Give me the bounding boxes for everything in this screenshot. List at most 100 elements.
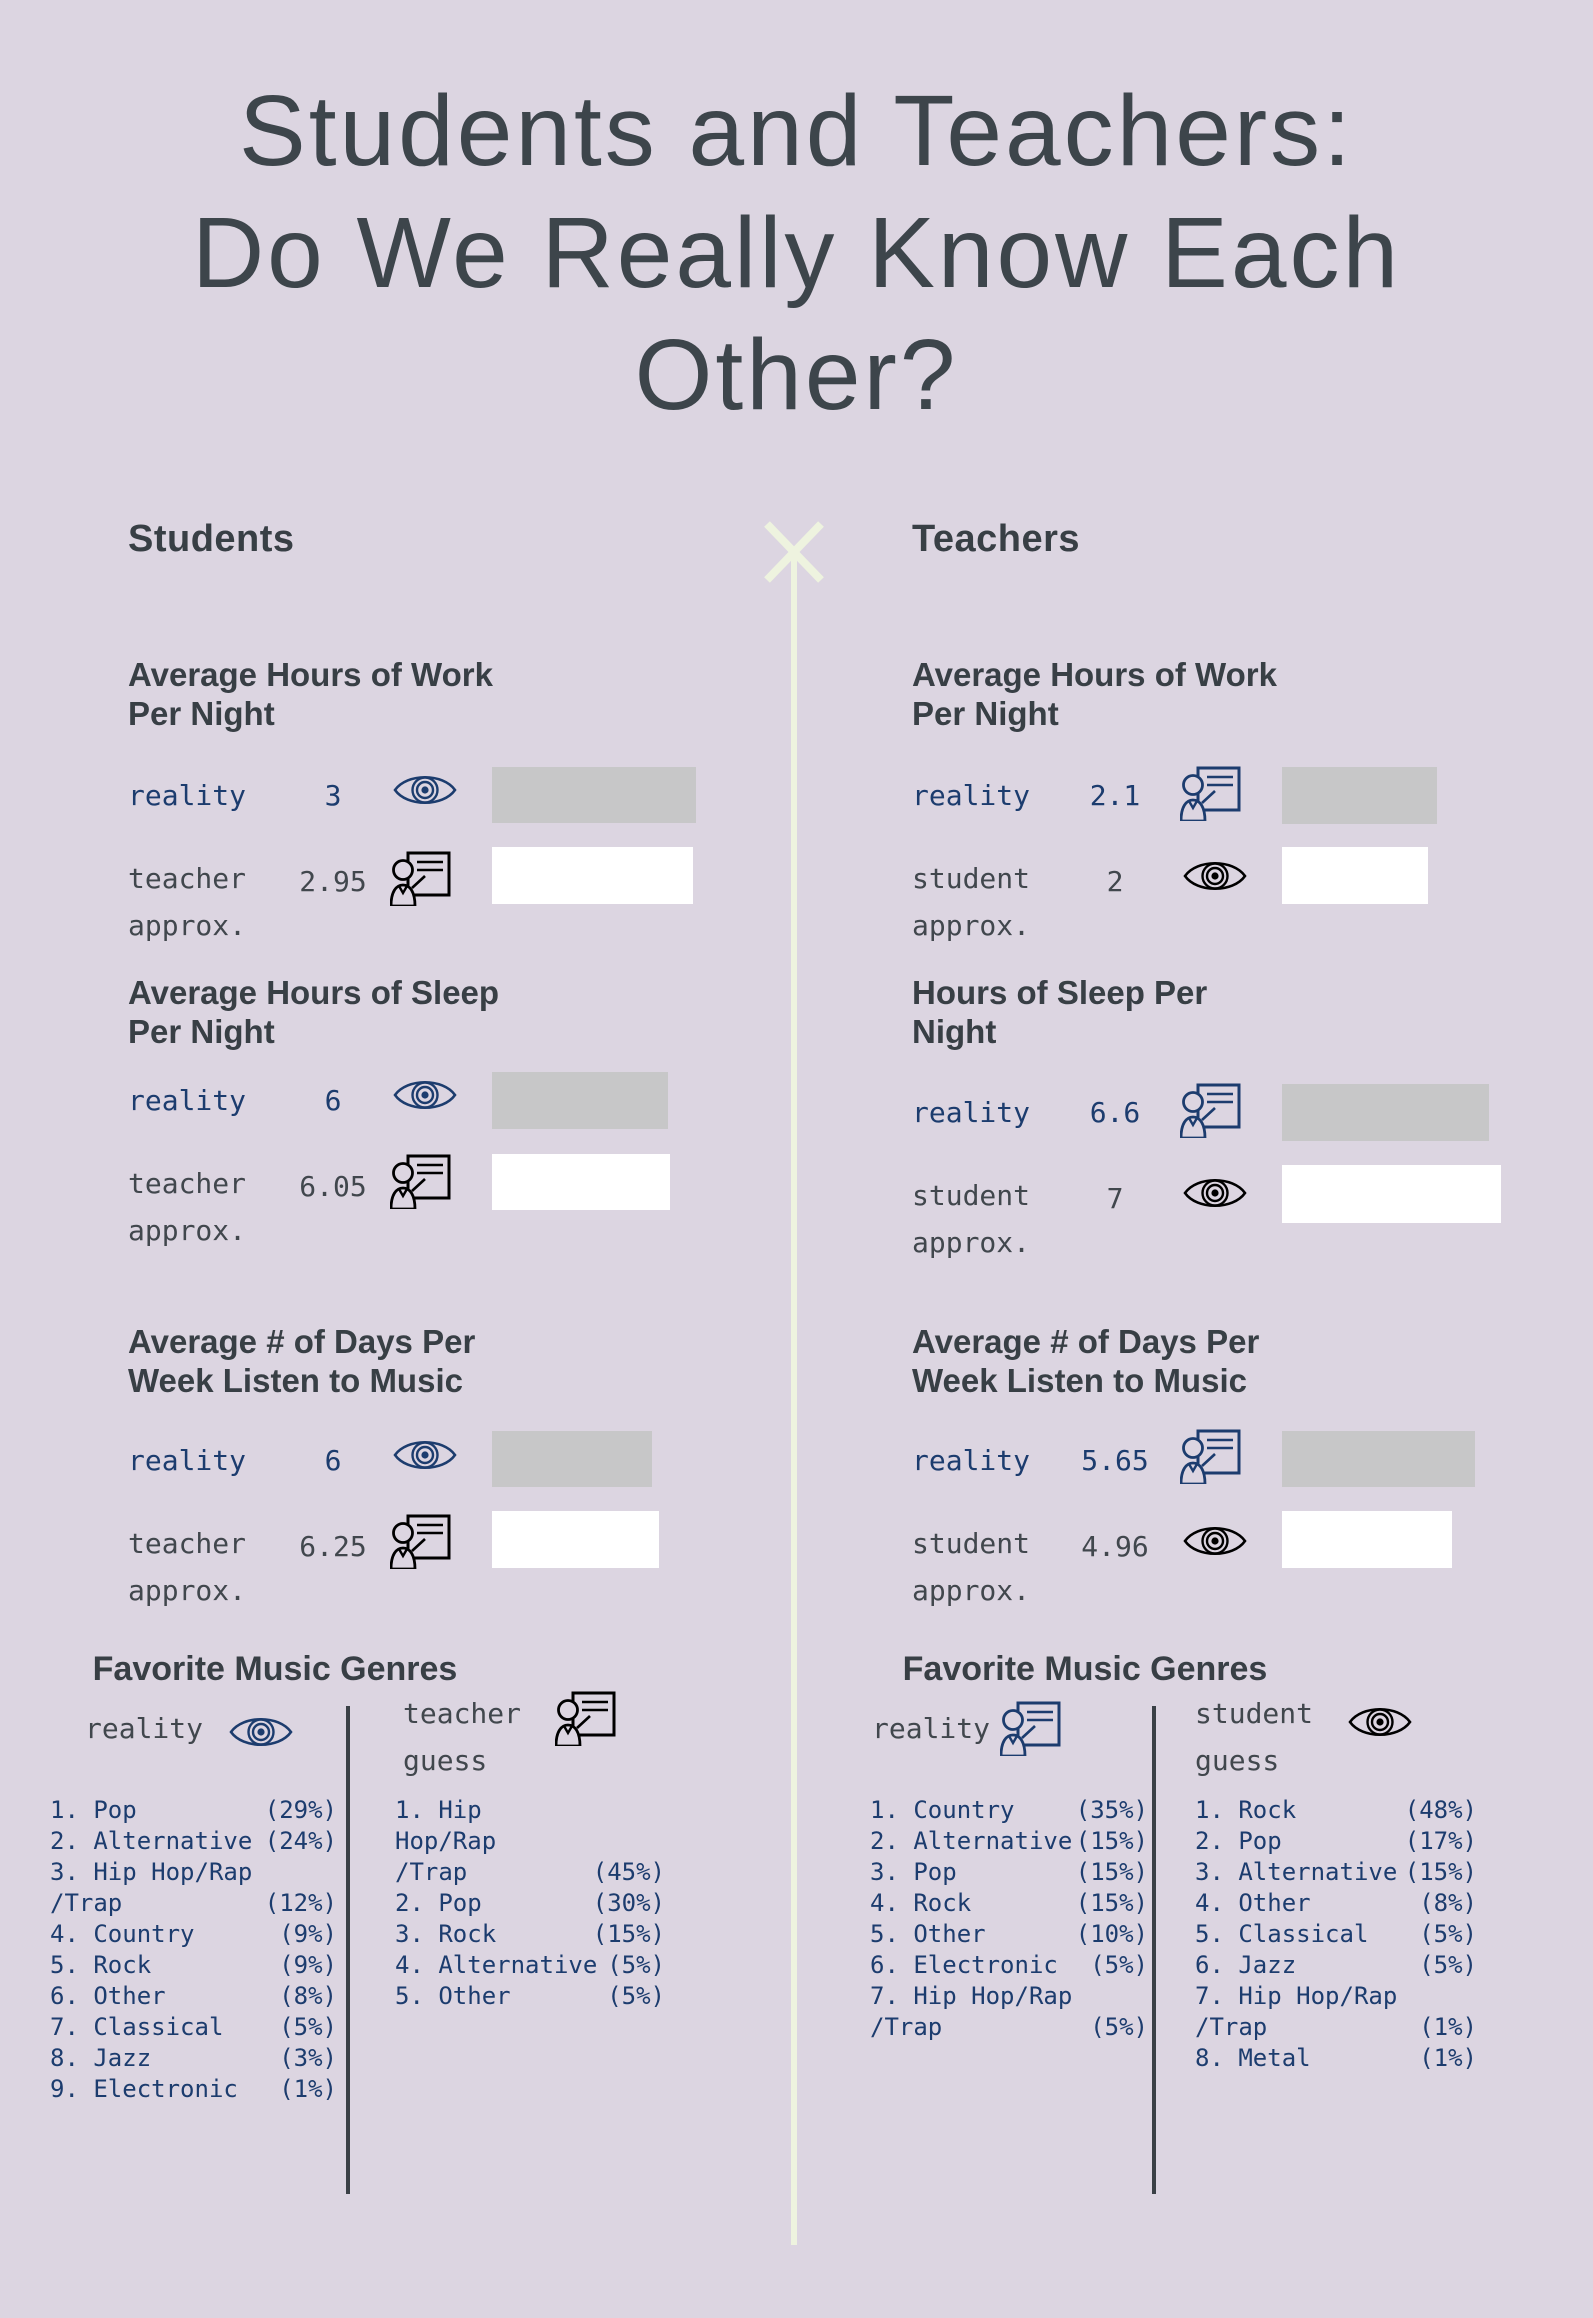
genre-percent: (5%) — [607, 1982, 665, 2010]
genre-name: 4. Country — [50, 1920, 195, 1948]
genre-name: 5. Classical — [1195, 1920, 1369, 1948]
teacher-icon — [390, 1154, 451, 1209]
teachers-column-heading: Teachers — [912, 518, 1081, 560]
genre-percent: (1%) — [1419, 2044, 1477, 2072]
reality-label: reality — [912, 1444, 1031, 1477]
genre-name: 5. Other — [870, 1920, 986, 1948]
genre-percent: (8%) — [1419, 1889, 1477, 1917]
genre-name: 7. Hip Hop/Rap /Trap — [870, 1982, 1073, 2041]
eye-icon — [1348, 1708, 1412, 1736]
reality-label: reality — [128, 1084, 247, 1117]
section-heading-line: Week Listen to Music — [128, 1362, 463, 1399]
genre-percent: (5%) — [1090, 1951, 1148, 1979]
student-approx-label: student approx. — [912, 862, 1031, 942]
genre-name: 4. Other — [1195, 1889, 1311, 1917]
student-approx-bar — [1282, 1511, 1452, 1568]
teachers-student-guess-genre-list: 1. Rock (48%) 2. Pop (17%) 3. Alternativ… — [1195, 1795, 1477, 2074]
eye-icon — [393, 1441, 457, 1469]
reality-value: 2.1 — [1089, 779, 1141, 812]
genre-percent: (5%) — [1419, 1951, 1477, 1979]
teacher-approx-value: 6.05 — [299, 1170, 367, 1203]
section-heading-line: Average # of Days Per — [128, 1323, 476, 1360]
page-title: Students and Teachers: Do We Really Know… — [0, 70, 1593, 436]
genre-list-item: 3. Hip Hop/Rap /Trap (12%) — [50, 1857, 337, 1919]
students-teacher-guess-genre-list: 1. Hip Hop/Rap /Trap (45%) 2. Pop (30%) … — [395, 1795, 665, 2012]
section-heading-music-days: Average # of Days Per Week Listen to Mus… — [912, 1322, 1259, 1400]
genre-list-item: 5. Classical (5%) — [1195, 1919, 1477, 1950]
genre-name: 3. Hip Hop/Rap /Trap — [50, 1858, 253, 1917]
genre-name: 2. Pop — [1195, 1827, 1282, 1855]
reality-label: reality — [128, 1444, 247, 1477]
eye-icon — [393, 776, 457, 804]
page-title-line: Students and Teachers: — [239, 75, 1354, 187]
genre-name: 9. Electronic — [50, 2075, 238, 2103]
genre-list-item: 2. Pop (30%) — [395, 1888, 665, 1919]
teacher-icon — [1180, 1429, 1241, 1484]
reality-bar — [1282, 1431, 1475, 1487]
genre-name: 5. Other — [395, 1982, 511, 2010]
genre-percent: (8%) — [279, 1982, 337, 2010]
teacher-approx-bar — [492, 1511, 659, 1568]
reality-bar — [1282, 767, 1437, 824]
genre-percent: (15%) — [1404, 1858, 1477, 1886]
genre-name: 6. Other — [50, 1982, 166, 2010]
genre-list-item: 2. Alternative (24%) — [50, 1826, 337, 1857]
genre-name: 2. Pop — [395, 1889, 482, 1917]
genre-list-item: 5. Rock (9%) — [50, 1950, 337, 1981]
genre-list-item: 3. Alternative (15%) — [1195, 1857, 1477, 1888]
genre-name: 2. Alternative — [870, 1827, 1073, 1855]
student-approx-value: 7 — [1106, 1182, 1124, 1215]
section-heading-line: Average Hours of Work — [912, 656, 1277, 693]
teacher-icon — [1180, 766, 1241, 821]
reality-sublabel: reality — [872, 1712, 991, 1745]
genre-percent: (5%) — [1090, 2013, 1148, 2041]
teacher-approx-label: teacher approx. — [128, 862, 247, 942]
teacher-approx-value: 6.25 — [299, 1530, 367, 1563]
teachers-reality-genre-list: 1. Country (35%) 2. Alternative (15%) 3.… — [870, 1795, 1148, 2043]
genre-percent: (9%) — [279, 1951, 337, 1979]
page-title-line: Other? — [634, 319, 959, 431]
genre-name: 4. Rock — [870, 1889, 972, 1917]
reality-bar — [492, 1072, 668, 1129]
genre-percent: (12%) — [264, 1889, 337, 1917]
genre-percent: (1%) — [1419, 2013, 1477, 2041]
genre-percent: (45%) — [592, 1858, 665, 1886]
reality-bar — [492, 1431, 652, 1487]
reality-sublabel: reality — [85, 1712, 204, 1745]
genre-percent: (15%) — [592, 1920, 665, 1948]
genre-name: 2. Alternative — [50, 1827, 253, 1855]
genre-percent: (30%) — [592, 1889, 665, 1917]
genre-divider-line — [346, 1706, 350, 2194]
genre-percent: (17%) — [1404, 1827, 1477, 1855]
student-approx-value: 2 — [1106, 865, 1124, 898]
genre-list-item: 4. Other (8%) — [1195, 1888, 1477, 1919]
teacher-icon — [555, 1691, 616, 1746]
reality-value: 5.65 — [1081, 1444, 1149, 1477]
genre-name: 6. Jazz — [1195, 1951, 1297, 1979]
section-heading-line: Average Hours of Work — [128, 656, 493, 693]
genre-name: 5. Rock — [50, 1951, 152, 1979]
student-approx-bar — [1282, 1165, 1501, 1223]
section-heading-work: Average Hours of Work Per Night — [912, 655, 1277, 733]
genre-list-item: 4. Rock (15%) — [870, 1888, 1148, 1919]
genre-list-item: 1. Rock (48%) — [1195, 1795, 1477, 1826]
genre-list-item: 4. Country (9%) — [50, 1919, 337, 1950]
genre-percent: (15%) — [1075, 1889, 1148, 1917]
genre-list-item: 3. Rock (15%) — [395, 1919, 665, 1950]
teacher-icon — [390, 851, 451, 906]
reality-value: 6 — [324, 1084, 342, 1117]
genre-list-item: 9. Electronic (1%) — [50, 2074, 337, 2105]
teacher-approx-label: teacher approx. — [128, 1167, 247, 1247]
students-column-heading: Students — [128, 518, 295, 560]
teacher-approx-bar — [492, 847, 693, 904]
reality-bar — [1282, 1084, 1489, 1141]
reality-label: reality — [912, 779, 1031, 812]
genre-name: 3. Rock — [395, 1920, 497, 1948]
genre-name: 8. Metal — [1195, 2044, 1311, 2072]
teacher-approx-value: 2.95 — [299, 865, 367, 898]
genre-name: 1. Hip Hop/Rap /Trap — [395, 1796, 497, 1886]
genre-percent: (29%) — [264, 1796, 337, 1824]
genre-list-item: 2. Alternative (15%) — [870, 1826, 1148, 1857]
reality-value: 3 — [324, 779, 342, 812]
